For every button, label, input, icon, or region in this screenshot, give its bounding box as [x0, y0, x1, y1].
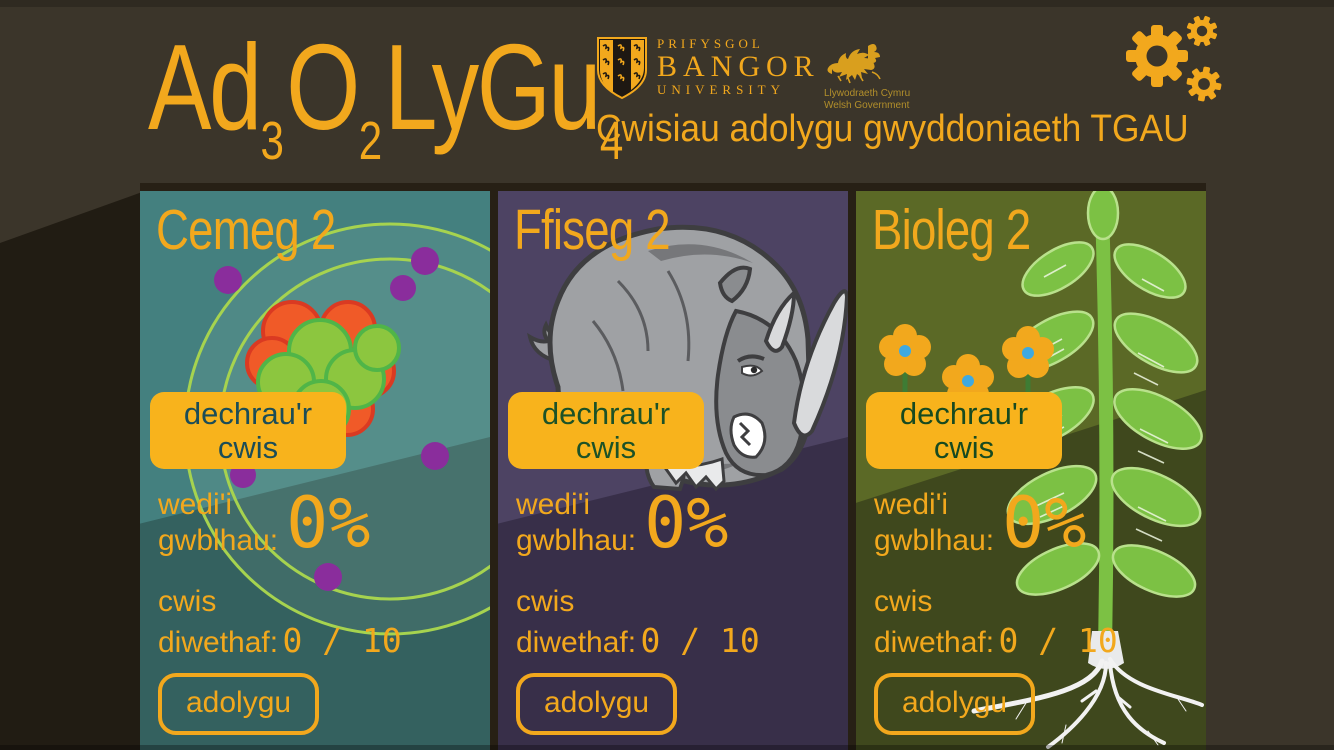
rhino-icon — [527, 224, 848, 492]
last-quiz-label: cwis diwethaf: — [874, 585, 995, 659]
logo-subscript: 3 — [260, 111, 284, 171]
bangor-text-university: UNIVERSITY — [657, 82, 785, 97]
card-title: Ffiseg 2 — [514, 198, 671, 262]
logo-subscript: 2 — [358, 111, 383, 171]
completed-label: wedi'i gwblhau: — [874, 488, 995, 557]
welsh-government-label: Llywodraeth Cymru Welsh Government — [824, 88, 911, 111]
last-quiz-stat: cwis diwethaf: 0 / 10 — [158, 583, 478, 661]
last-quiz-stat: cwis diwethaf: 0 / 10 — [516, 583, 836, 661]
card-title: Bioleg 2 — [872, 198, 1031, 262]
last-quiz-stat: cwis diwethaf: 0 / 10 — [874, 583, 1194, 661]
plant-flowers-icon — [879, 191, 1204, 749]
last-quiz-label: cwis diwethaf: — [516, 585, 637, 659]
atom-icon — [183, 222, 490, 636]
bangor-text-prifysgol: PRIFYSGOL — [657, 36, 764, 51]
completed-value: 0% — [286, 482, 371, 564]
start-quiz-button[interactable]: dechrau'r cwis — [150, 392, 346, 469]
card-title: Cemeg 2 — [156, 198, 336, 262]
completed-value: 0% — [644, 482, 729, 564]
bangor-text-bangor: BANGOR — [657, 50, 820, 83]
app-subtitle: Cwisiau adolygu gwyddoniaeth TGAU — [596, 108, 1189, 150]
completed-stat: wedi'i gwblhau: 0% — [158, 487, 370, 559]
bangor-shield-icon — [597, 37, 647, 100]
logo-subscript: 4 — [599, 111, 624, 171]
start-quiz-button[interactable]: dechrau'r cwis — [508, 392, 704, 469]
last-quiz-value: 0 / 10 — [998, 620, 1118, 660]
screen-edge-top — [0, 0, 1334, 7]
last-quiz-value: 0 / 10 — [640, 620, 760, 660]
last-quiz-label: cwis diwethaf: — [158, 585, 279, 659]
logo-part: LyGu — [384, 19, 602, 155]
screen-edge-bottom — [0, 745, 1334, 750]
completed-stat: wedi'i gwblhau: 0% — [874, 487, 1086, 559]
bangor-university-logo: PRIFYSGOL BANGOR UNIVERSITY — [596, 36, 820, 100]
completed-stat: wedi'i gwblhau: 0% — [516, 487, 728, 559]
card-cemeg-2: Cemeg 2 dechrau'r cwis wedi'i gwblhau: 0… — [140, 191, 490, 750]
subject-cards-row: Cemeg 2 dechrau'r cwis wedi'i gwblhau: 0… — [140, 183, 1206, 750]
card-ffiseg-2: Ffiseg 2 dechrau'r cwis wedi'i gwblhau: … — [498, 191, 848, 750]
card-bioleg-2: Bioleg 2 dechrau'r cwis wedi'i gwblhau: … — [856, 191, 1206, 750]
welsh-government-logo: Llywodraeth Cymru Welsh Government — [824, 38, 910, 111]
review-button[interactable]: adolygu — [158, 673, 320, 735]
welsh-dragon-icon — [827, 44, 881, 84]
app-logo: Ad3O2LyGu4 — [148, 26, 626, 168]
completed-value: 0% — [1002, 482, 1087, 564]
start-quiz-button[interactable]: dechrau'r cwis — [866, 392, 1062, 469]
logo-part: Ad — [148, 19, 262, 155]
review-button[interactable]: adolygu — [874, 673, 1036, 735]
completed-label: wedi'i gwblhau: — [516, 488, 637, 557]
logo-part: O — [286, 19, 360, 155]
review-button[interactable]: adolygu — [516, 673, 678, 735]
completed-label: wedi'i gwblhau: — [158, 488, 279, 557]
settings-icon[interactable] — [1120, 10, 1224, 106]
last-quiz-value: 0 / 10 — [282, 620, 402, 660]
